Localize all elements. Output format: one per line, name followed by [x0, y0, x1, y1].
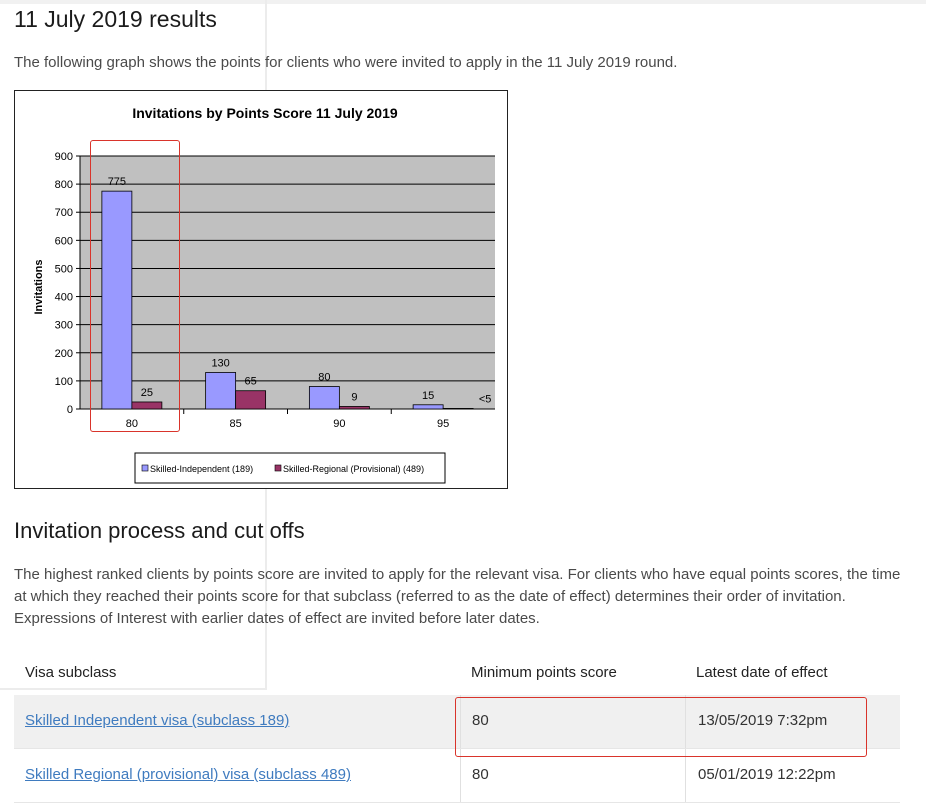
chart-title: Invitations by Points Score 11 July 2019	[132, 105, 398, 121]
data-label: 65	[245, 376, 257, 388]
bar-skilled-independent	[101, 190, 133, 410]
link-subclass-489[interactable]: Skilled Regional (provisional) visa (sub…	[25, 766, 351, 783]
bar-skilled-independent	[412, 404, 444, 410]
x-tick-label: 90	[333, 418, 345, 430]
y-tick-label: 400	[55, 292, 73, 304]
y-tick-label: 900	[55, 151, 73, 163]
x-tick-label: 85	[230, 418, 242, 430]
bar-skilled-regional	[131, 401, 163, 410]
table-row: Skilled Independent visa (subclass 189) …	[14, 695, 900, 749]
date-cell: 13/05/2019 7:32pm	[698, 712, 828, 729]
bar-skilled-independent	[205, 372, 237, 410]
date-cell: 05/01/2019 12:22pm	[698, 766, 836, 783]
y-tick-label: 500	[55, 263, 73, 275]
data-label: 130	[211, 357, 229, 369]
x-tick-label: 80	[126, 418, 138, 430]
table-row: Skilled Regional (provisional) visa (sub…	[14, 749, 900, 803]
bar-skilled-regional	[442, 408, 474, 410]
y-axis-label: Invitations	[33, 259, 45, 314]
bar-skilled-regional	[338, 406, 370, 410]
y-tick-label: 600	[55, 235, 73, 247]
column-divider	[460, 749, 461, 802]
top-divider	[0, 0, 926, 4]
process-text: The highest ranked clients by points sco…	[14, 566, 901, 627]
chart-figure: Invitations by Points Score 11 July 2019…	[14, 90, 508, 489]
column-divider	[685, 749, 686, 802]
column-divider	[460, 695, 461, 748]
header-latest-date: Latest date of effect	[696, 664, 828, 681]
column-divider	[685, 695, 686, 748]
bar-skilled-regional	[235, 390, 267, 410]
overlay-panel-bottom	[0, 688, 267, 690]
intro-text: The following graph shows the points for…	[14, 54, 678, 71]
points-cell: 80	[472, 766, 489, 783]
y-tick-label: 200	[55, 348, 73, 360]
header-visa-subclass: Visa subclass	[25, 664, 117, 681]
process-heading: Invitation process and cut offs	[14, 518, 305, 543]
data-label: 80	[318, 372, 330, 384]
header-minimum-points: Minimum points score	[471, 664, 617, 681]
data-label: 775	[108, 176, 126, 188]
legend-swatch	[274, 464, 282, 472]
invitations-chart: Invitations by Points Score 11 July 2019…	[33, 105, 495, 484]
y-tick-label: 700	[55, 207, 73, 219]
data-label: 25	[141, 387, 153, 399]
y-tick-label: 800	[55, 179, 73, 191]
link-subclass-189[interactable]: Skilled Independent visa (subclass 189)	[25, 712, 290, 729]
bar-skilled-independent	[308, 386, 340, 410]
x-tick-label: 95	[437, 418, 449, 430]
highlight-189-row	[455, 697, 867, 757]
y-tick-label: 300	[55, 320, 73, 332]
y-tick-label: 100	[55, 376, 73, 388]
points-cell: 80	[472, 712, 489, 729]
legend-entry: Skilled-Regional (Provisional) (489)	[283, 464, 424, 474]
data-label: <5	[479, 393, 492, 405]
plot-area	[80, 156, 495, 409]
legend-swatch	[141, 464, 149, 472]
results-heading: 11 July 2019 results	[14, 6, 217, 32]
data-label: 9	[351, 391, 357, 403]
legend-entry: Skilled-Independent (189)	[150, 464, 253, 474]
data-label: 15	[422, 390, 434, 402]
legend-box	[134, 452, 446, 484]
highlight-80-points	[90, 140, 180, 432]
y-tick-label: 0	[67, 404, 73, 416]
